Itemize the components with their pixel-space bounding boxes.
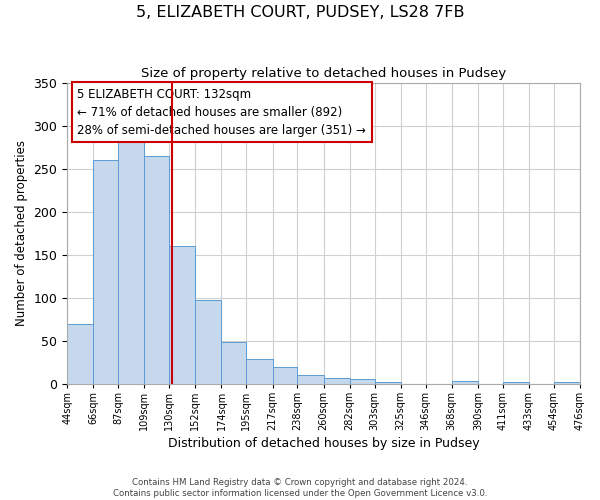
Text: 5, ELIZABETH COURT, PUDSEY, LS28 7FB: 5, ELIZABETH COURT, PUDSEY, LS28 7FB [136,5,464,20]
Bar [93,160,118,384]
Text: Contains HM Land Registry data © Crown copyright and database right 2024.
Contai: Contains HM Land Registry data © Crown c… [113,478,487,498]
Bar [67,324,93,384]
Bar [145,156,169,384]
Bar [503,382,529,384]
Bar [221,342,247,384]
Y-axis label: Number of detached properties: Number of detached properties [15,140,28,326]
Bar [196,300,221,384]
Bar [272,368,298,384]
Bar [247,359,272,384]
Bar [118,132,145,384]
Bar [350,380,374,384]
Title: Size of property relative to detached houses in Pudsey: Size of property relative to detached ho… [141,68,506,80]
Text: 5 ELIZABETH COURT: 132sqm
← 71% of detached houses are smaller (892)
28% of semi: 5 ELIZABETH COURT: 132sqm ← 71% of detac… [77,88,366,136]
Bar [323,378,350,384]
Bar [374,382,401,384]
Bar [452,381,478,384]
Bar [554,382,580,384]
Bar [298,375,323,384]
Bar [169,246,196,384]
X-axis label: Distribution of detached houses by size in Pudsey: Distribution of detached houses by size … [168,437,479,450]
